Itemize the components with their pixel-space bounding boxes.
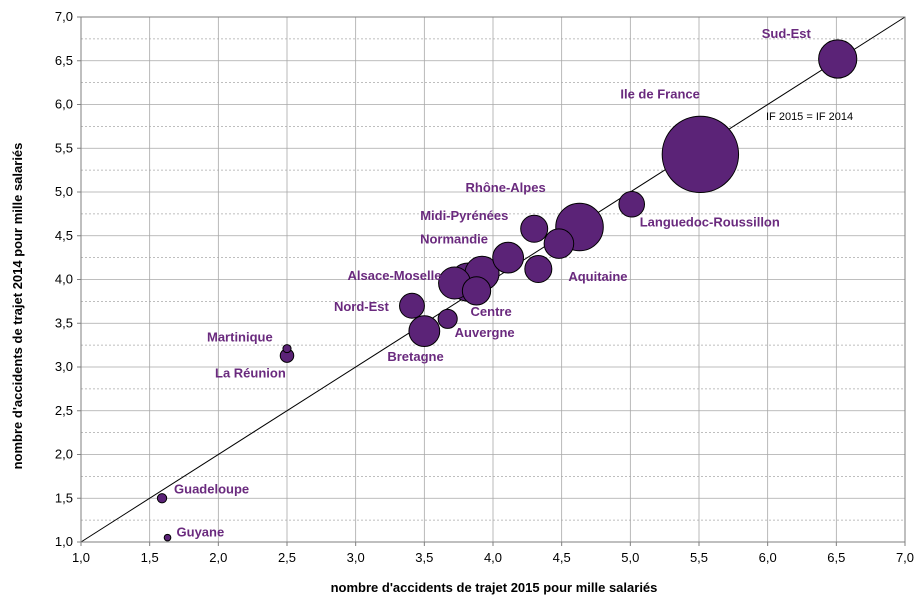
bubble <box>818 39 858 79</box>
bubble <box>437 308 458 329</box>
x-tick-label: 7,0 <box>896 550 914 565</box>
y-tick-label: 1,0 <box>55 534 73 549</box>
x-tick-label: 3,0 <box>347 550 365 565</box>
point-label: Languedoc-Roussillon <box>640 214 780 229</box>
y-tick-label: 7,0 <box>55 9 73 24</box>
x-tick-label: 1,5 <box>141 550 159 565</box>
y-axis-title: nombre d'accidents de trajet 2014 pour m… <box>10 143 25 470</box>
point-label: Midi-Pyrénées <box>420 208 508 223</box>
y-tick-label: 3,5 <box>55 315 73 330</box>
y-tick-label: 6,0 <box>55 97 73 112</box>
x-tick-label: 2,5 <box>278 550 296 565</box>
bubble <box>282 344 292 354</box>
point-label: La Réunion <box>215 366 286 381</box>
axes: 1,0 1,5 2,0 2,5 3,0 3,5 4,0 4,5 5,0 5,5 6,0 6,5 7,0 1… <box>55 9 914 565</box>
x-tick-label: 2,0 <box>209 550 227 565</box>
point-label: Aquitaine <box>568 269 627 284</box>
y-tick-label: 5,0 <box>55 184 73 199</box>
reference-line-label: IF 2015 = IF 2014 <box>766 111 853 123</box>
x-tick-label: 6,5 <box>827 550 845 565</box>
bubble <box>520 214 549 243</box>
bubble <box>461 276 492 306</box>
bubble <box>661 115 740 194</box>
point-label: Normandie <box>420 232 488 247</box>
point-label: Auvergne <box>455 325 515 340</box>
bubble <box>492 241 524 274</box>
y-tick-label: 6,5 <box>55 53 73 68</box>
point-label: Rhône-Alpes <box>466 180 546 195</box>
point-label: Sud-Est <box>762 26 812 41</box>
point-label: Guyane <box>177 525 225 540</box>
point-label: Ile de France <box>620 86 699 101</box>
y-tick-label: 2,5 <box>55 403 73 418</box>
point-label: Guadeloupe <box>174 481 249 496</box>
bubble <box>524 255 553 283</box>
bubble <box>543 228 575 259</box>
x-tick-label: 5,5 <box>690 550 708 565</box>
x-tick-label: 4,0 <box>484 550 502 565</box>
y-tick-label: 2,0 <box>55 447 73 462</box>
bubbles <box>156 39 858 542</box>
bubble <box>618 190 646 218</box>
y-tick-label: 1,5 <box>55 490 73 505</box>
x-tick-label: 3,5 <box>415 550 433 565</box>
point-label: Bretagne <box>387 349 443 364</box>
point-label: Nord-Est <box>334 299 390 314</box>
y-tick-label: 5,5 <box>55 140 73 155</box>
y-tick-label: 4,0 <box>55 272 73 287</box>
y-tick-label: 3,0 <box>55 359 73 374</box>
x-tick-label: 4,5 <box>553 550 571 565</box>
bubble <box>156 493 168 504</box>
x-axis-title: nombre d'accidents de trajet 2015 pour m… <box>331 580 658 595</box>
point-labels: Sud-Est Ile de France Languedoc-Roussillon… <box>174 26 811 540</box>
x-tick-label: 5,0 <box>621 550 639 565</box>
point-label: Centre <box>471 304 512 319</box>
x-tick-label: 6,0 <box>759 550 777 565</box>
y-tick-label: 4,5 <box>55 228 73 243</box>
point-label: Alsace-Moselle <box>348 268 442 283</box>
bubble <box>399 292 425 319</box>
x-tick-label: 1,0 <box>72 550 90 565</box>
bubble <box>408 315 441 348</box>
bubble <box>163 533 172 542</box>
point-label: Martinique <box>207 330 273 345</box>
